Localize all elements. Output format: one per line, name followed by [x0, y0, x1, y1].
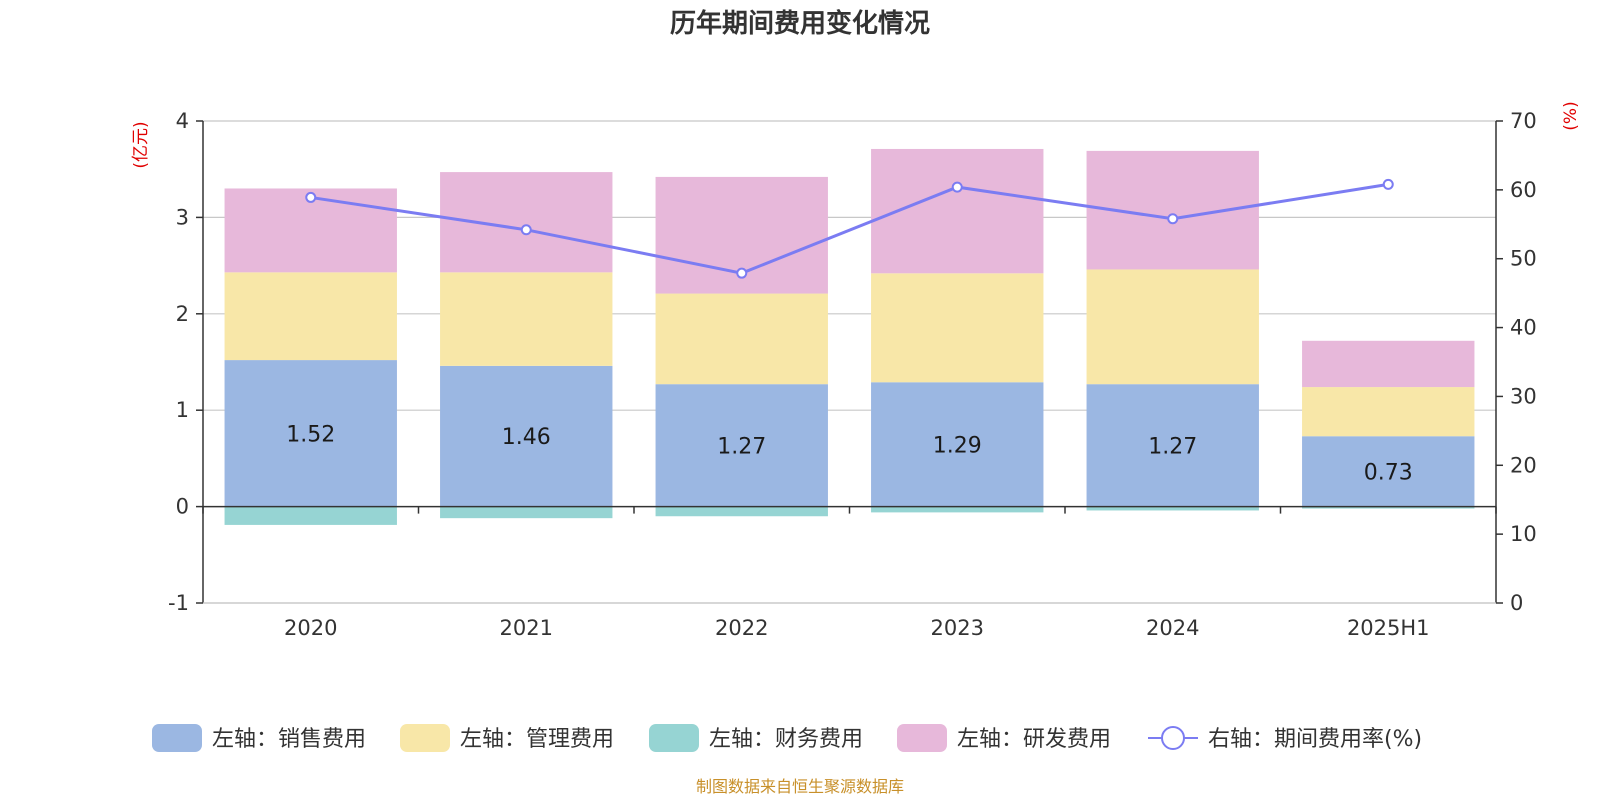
- legend-swatch-rd: [897, 724, 947, 752]
- bar-finance: [871, 506, 1044, 513]
- legend-swatch-marker: [1161, 726, 1185, 750]
- right-axis-tick-label: 10: [1510, 522, 1537, 546]
- legend: 左轴：销售费用 左轴：管理费用 左轴：财务费用 左轴：研发费用 右轴：期间费用率(%): [152, 724, 1422, 752]
- bar-sales: [1302, 436, 1475, 507]
- right-axis-tick-label: 70: [1510, 109, 1537, 133]
- right-axis-tick-label: 40: [1510, 316, 1537, 340]
- bar-admin: [1086, 269, 1259, 385]
- bar-finance: [224, 506, 397, 525]
- bar-finance: [1302, 506, 1475, 509]
- bar-rd: [1302, 340, 1475, 388]
- rate-point: [520, 224, 532, 236]
- legend-label-finance: 左轴：财务费用: [709, 727, 863, 752]
- left-axis-tick-label: -1: [168, 591, 189, 615]
- data-labels: 1.52 1.46 1.27 1.29 1.27 0.73: [286, 422, 1412, 485]
- legend-swatch-sales: [152, 724, 202, 752]
- left-axis-tick-label: 4: [176, 109, 189, 133]
- data-label-sales: 1.29: [933, 433, 982, 458]
- chart-title: 历年期间费用变化情况: [670, 8, 930, 39]
- bar-admin: [871, 273, 1044, 383]
- x-axis-tick-label: 2022: [715, 616, 768, 640]
- bar-sales: [871, 382, 1044, 507]
- x-axis-tick-label: 2025H1: [1347, 616, 1430, 640]
- legend-swatch-finance: [649, 724, 699, 752]
- legend-label-admin: 左轴：管理费用: [460, 727, 614, 752]
- bar-admin: [1302, 387, 1475, 437]
- bar-layer: [224, 148, 1475, 525]
- right-axis-unit: (%): [1561, 101, 1581, 130]
- rate-line: [310, 182, 1389, 275]
- bar-admin: [440, 272, 613, 366]
- bar-sales: [1086, 384, 1259, 507]
- left-axis-tick-label: 1: [176, 398, 189, 422]
- left-axis-tick-label: 3: [176, 205, 189, 229]
- x-axis-tick-label: 2023: [931, 616, 984, 640]
- right-axis-tick-label: 50: [1510, 247, 1537, 271]
- bar-sales: [440, 365, 613, 507]
- data-label-sales: 0.73: [1364, 460, 1413, 485]
- bar-finance: [655, 506, 828, 517]
- legend-label-rate: 右轴：期间费用率(%): [1208, 727, 1422, 752]
- bar-sales: [655, 384, 828, 507]
- data-label-sales: 1.27: [1148, 434, 1197, 459]
- rate-point: [1382, 178, 1394, 190]
- bar-admin: [655, 293, 828, 385]
- data-label-sales: 1.52: [286, 422, 335, 447]
- left-axis-tick-label: 0: [176, 495, 189, 519]
- right-axis-tick-label: 60: [1510, 178, 1537, 202]
- x-axis-tick-label: 2020: [284, 616, 337, 640]
- rate-point: [1167, 213, 1179, 225]
- left-axis-unit: (亿元): [131, 121, 151, 168]
- data-label-sales: 1.46: [502, 425, 551, 450]
- bar-finance: [440, 506, 613, 519]
- bar-finance: [1086, 506, 1259, 511]
- rate-point: [951, 181, 963, 193]
- right-axis-tick-label: 0: [1510, 591, 1523, 615]
- left-axis-tick-label: 2: [176, 302, 189, 326]
- x-axis-tick-label: 2024: [1146, 616, 1199, 640]
- bar-admin: [224, 272, 397, 361]
- legend-label-rd: 左轴：研发费用: [957, 727, 1111, 752]
- right-axis-tick-label: 30: [1510, 384, 1537, 408]
- bar-sales: [224, 360, 397, 507]
- line-layer: [305, 178, 1394, 279]
- source-note: 制图数据来自恒生聚源数据库: [696, 777, 904, 796]
- rate-point: [305, 191, 317, 203]
- legend-swatch-admin: [400, 724, 450, 752]
- right-axis-tick-label: 20: [1510, 453, 1537, 477]
- rate-point: [736, 267, 748, 279]
- data-label-sales: 1.27: [717, 434, 766, 459]
- x-axis-tick-label: 2021: [500, 616, 553, 640]
- legend-label-sales: 左轴：销售费用: [212, 727, 366, 752]
